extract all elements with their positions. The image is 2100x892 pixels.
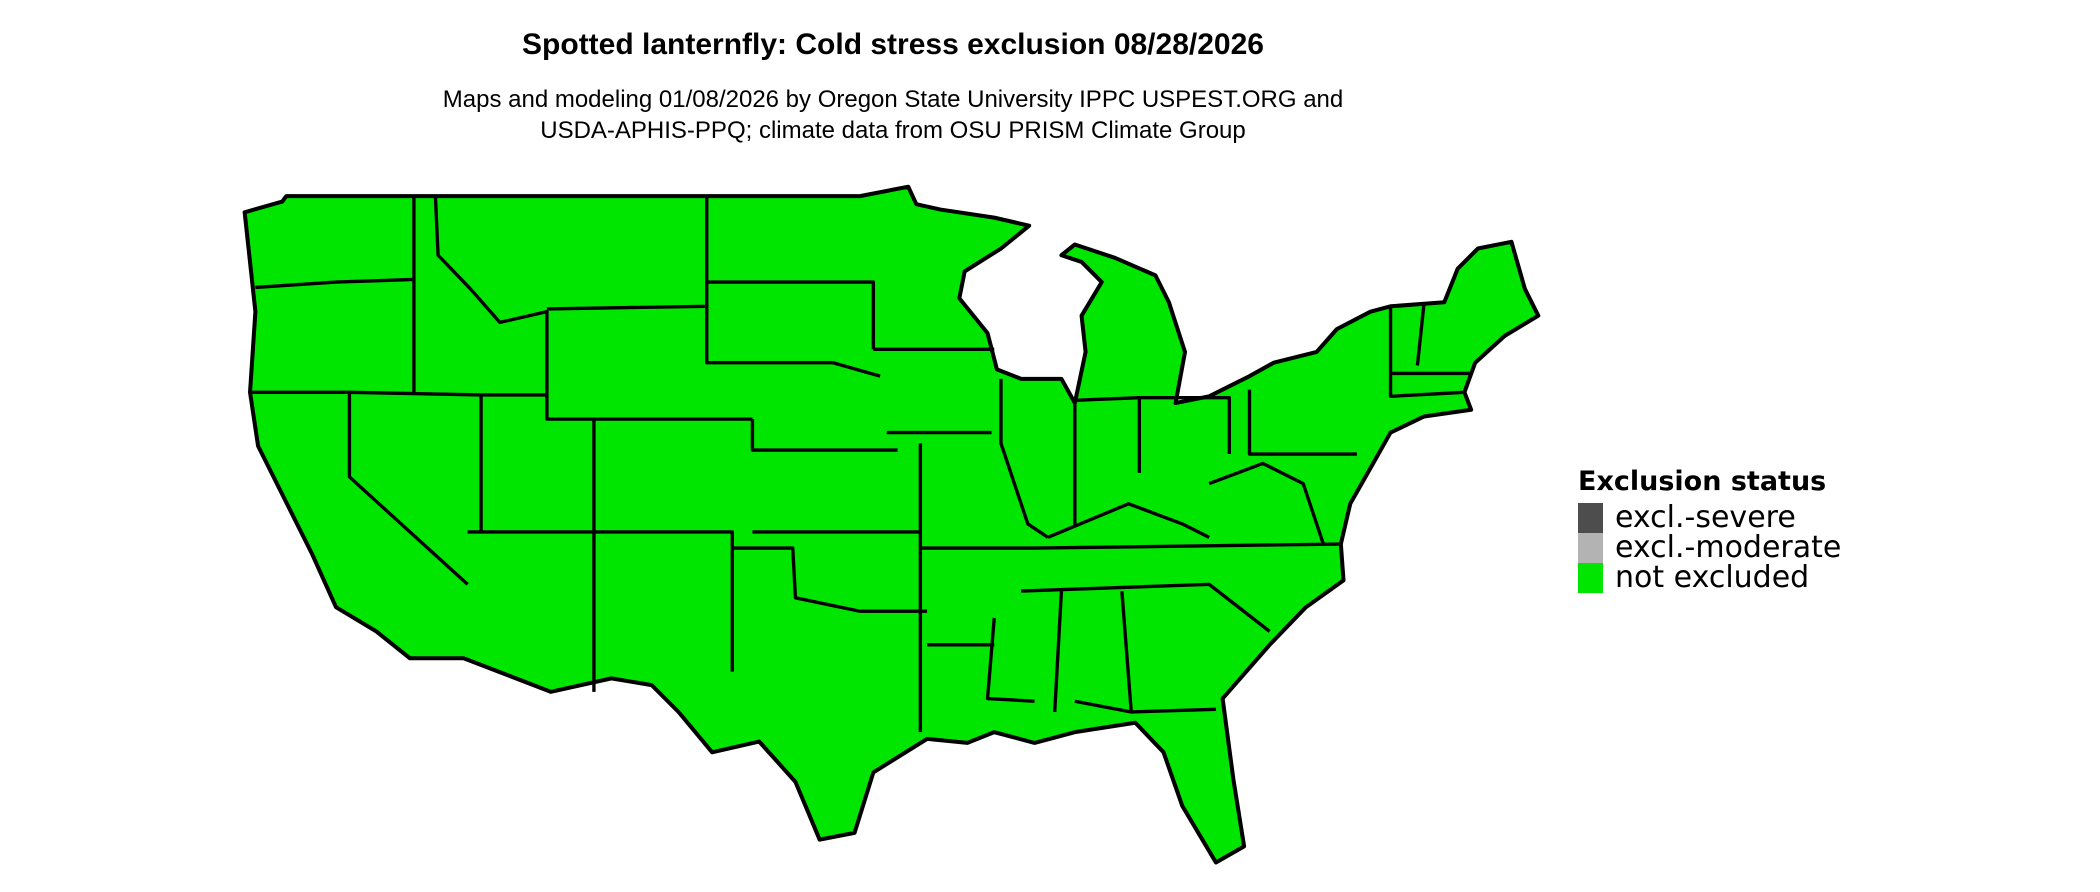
legend-swatch: [1578, 533, 1603, 563]
legend-item-not-excluded: not excluded: [1578, 563, 1841, 593]
state-borders: [250, 196, 1472, 733]
legend-label: excl.-severe: [1615, 500, 1796, 535]
legend-title: Exclusion status: [1578, 466, 1827, 497]
legend: Exclusion status excl.-severe excl.-mode…: [1578, 466, 1841, 593]
subtitle-line-1: Maps and modeling 01/08/2026 by Oregon S…: [442, 86, 1344, 113]
us-outline: [242, 184, 1541, 865]
legend-swatch: [1578, 563, 1603, 593]
legend-item-excl-moderate: excl.-moderate: [1578, 533, 1841, 563]
map-subtitle: Maps and modeling 01/08/2026 by Oregon S…: [0, 84, 1786, 146]
map-title: Spotted lanternfly: Cold stress exclusio…: [522, 28, 1264, 61]
legend-item-excl-severe: excl.-severe: [1578, 503, 1841, 533]
legend-swatch: [1578, 503, 1603, 533]
subtitle-line-2: USDA-APHIS-PPQ; climate data from OSU PR…: [540, 117, 1246, 144]
legend-label: not excluded: [1615, 560, 1810, 595]
legend-label: excl.-moderate: [1615, 530, 1842, 565]
